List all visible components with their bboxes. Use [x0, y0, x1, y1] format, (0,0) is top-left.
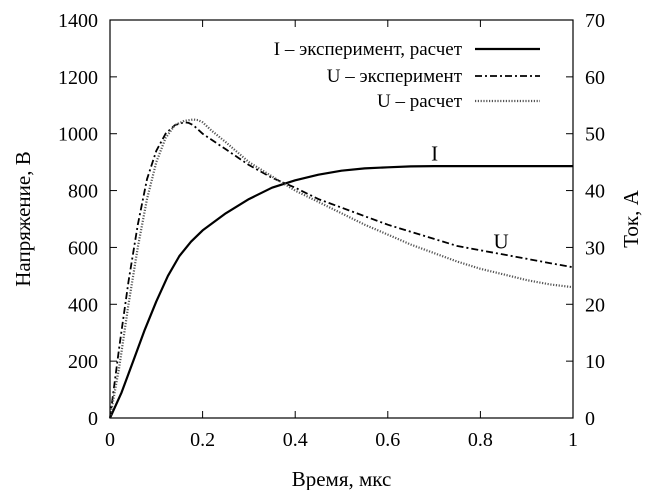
x-tick-label: 1	[568, 429, 578, 451]
y-right-tick-label: 30	[585, 237, 605, 259]
y-axis-label-right: Ток, А	[619, 189, 643, 247]
x-tick-label: 0.2	[190, 429, 215, 451]
x-axis-label: Время, мкс	[292, 467, 392, 490]
y-right-tick-label: 20	[585, 294, 605, 316]
y-right-tick-label: 50	[585, 124, 605, 146]
y-right-tick-label: 0	[585, 408, 595, 430]
y-axis-label-left: Напряжение, В	[11, 151, 35, 286]
series-line-i	[108, 165, 573, 419]
y-right-tick-label: 60	[585, 67, 605, 89]
x-tick-label: 0	[105, 429, 115, 451]
y-left-tick-label: 0	[88, 408, 98, 430]
series-line-u-calc	[108, 118, 574, 419]
series-layer	[108, 118, 574, 419]
y-right-tick-label: 10	[585, 351, 605, 373]
x-tick-label: 0.6	[375, 429, 400, 451]
y-left-tick-label: 1000	[58, 124, 98, 146]
y-left-tick-label: 800	[68, 181, 98, 203]
series-line-u-experiment	[109, 121, 574, 419]
legend-label-i: I – эксперимент, расчет	[274, 39, 463, 60]
annotation-i: I	[431, 142, 438, 166]
annotation-u: U	[494, 230, 509, 254]
legend-label-u-experiment: U – эксперимент	[327, 66, 463, 87]
x-tick-label: 0.8	[468, 429, 493, 451]
ticks-layer: 0 0.2 0.4 0.6 0.8 102004006008001000120014000…	[58, 10, 605, 451]
legend: I – эксперимент, расчет U – эксперимент …	[274, 39, 540, 112]
x-tick-label: 0.4	[283, 429, 308, 451]
y-left-tick-label: 400	[68, 294, 98, 316]
y-left-tick-label: 200	[68, 351, 98, 373]
y-left-tick-label: 600	[68, 237, 98, 259]
y-left-tick-label: 1400	[58, 10, 98, 32]
legend-label-u-calc: U – расчет	[377, 91, 463, 112]
y-right-tick-label: 40	[585, 181, 605, 203]
y-right-tick-label: 70	[585, 10, 605, 32]
y-left-tick-label: 1200	[58, 67, 98, 89]
plot-frame	[109, 19, 574, 419]
